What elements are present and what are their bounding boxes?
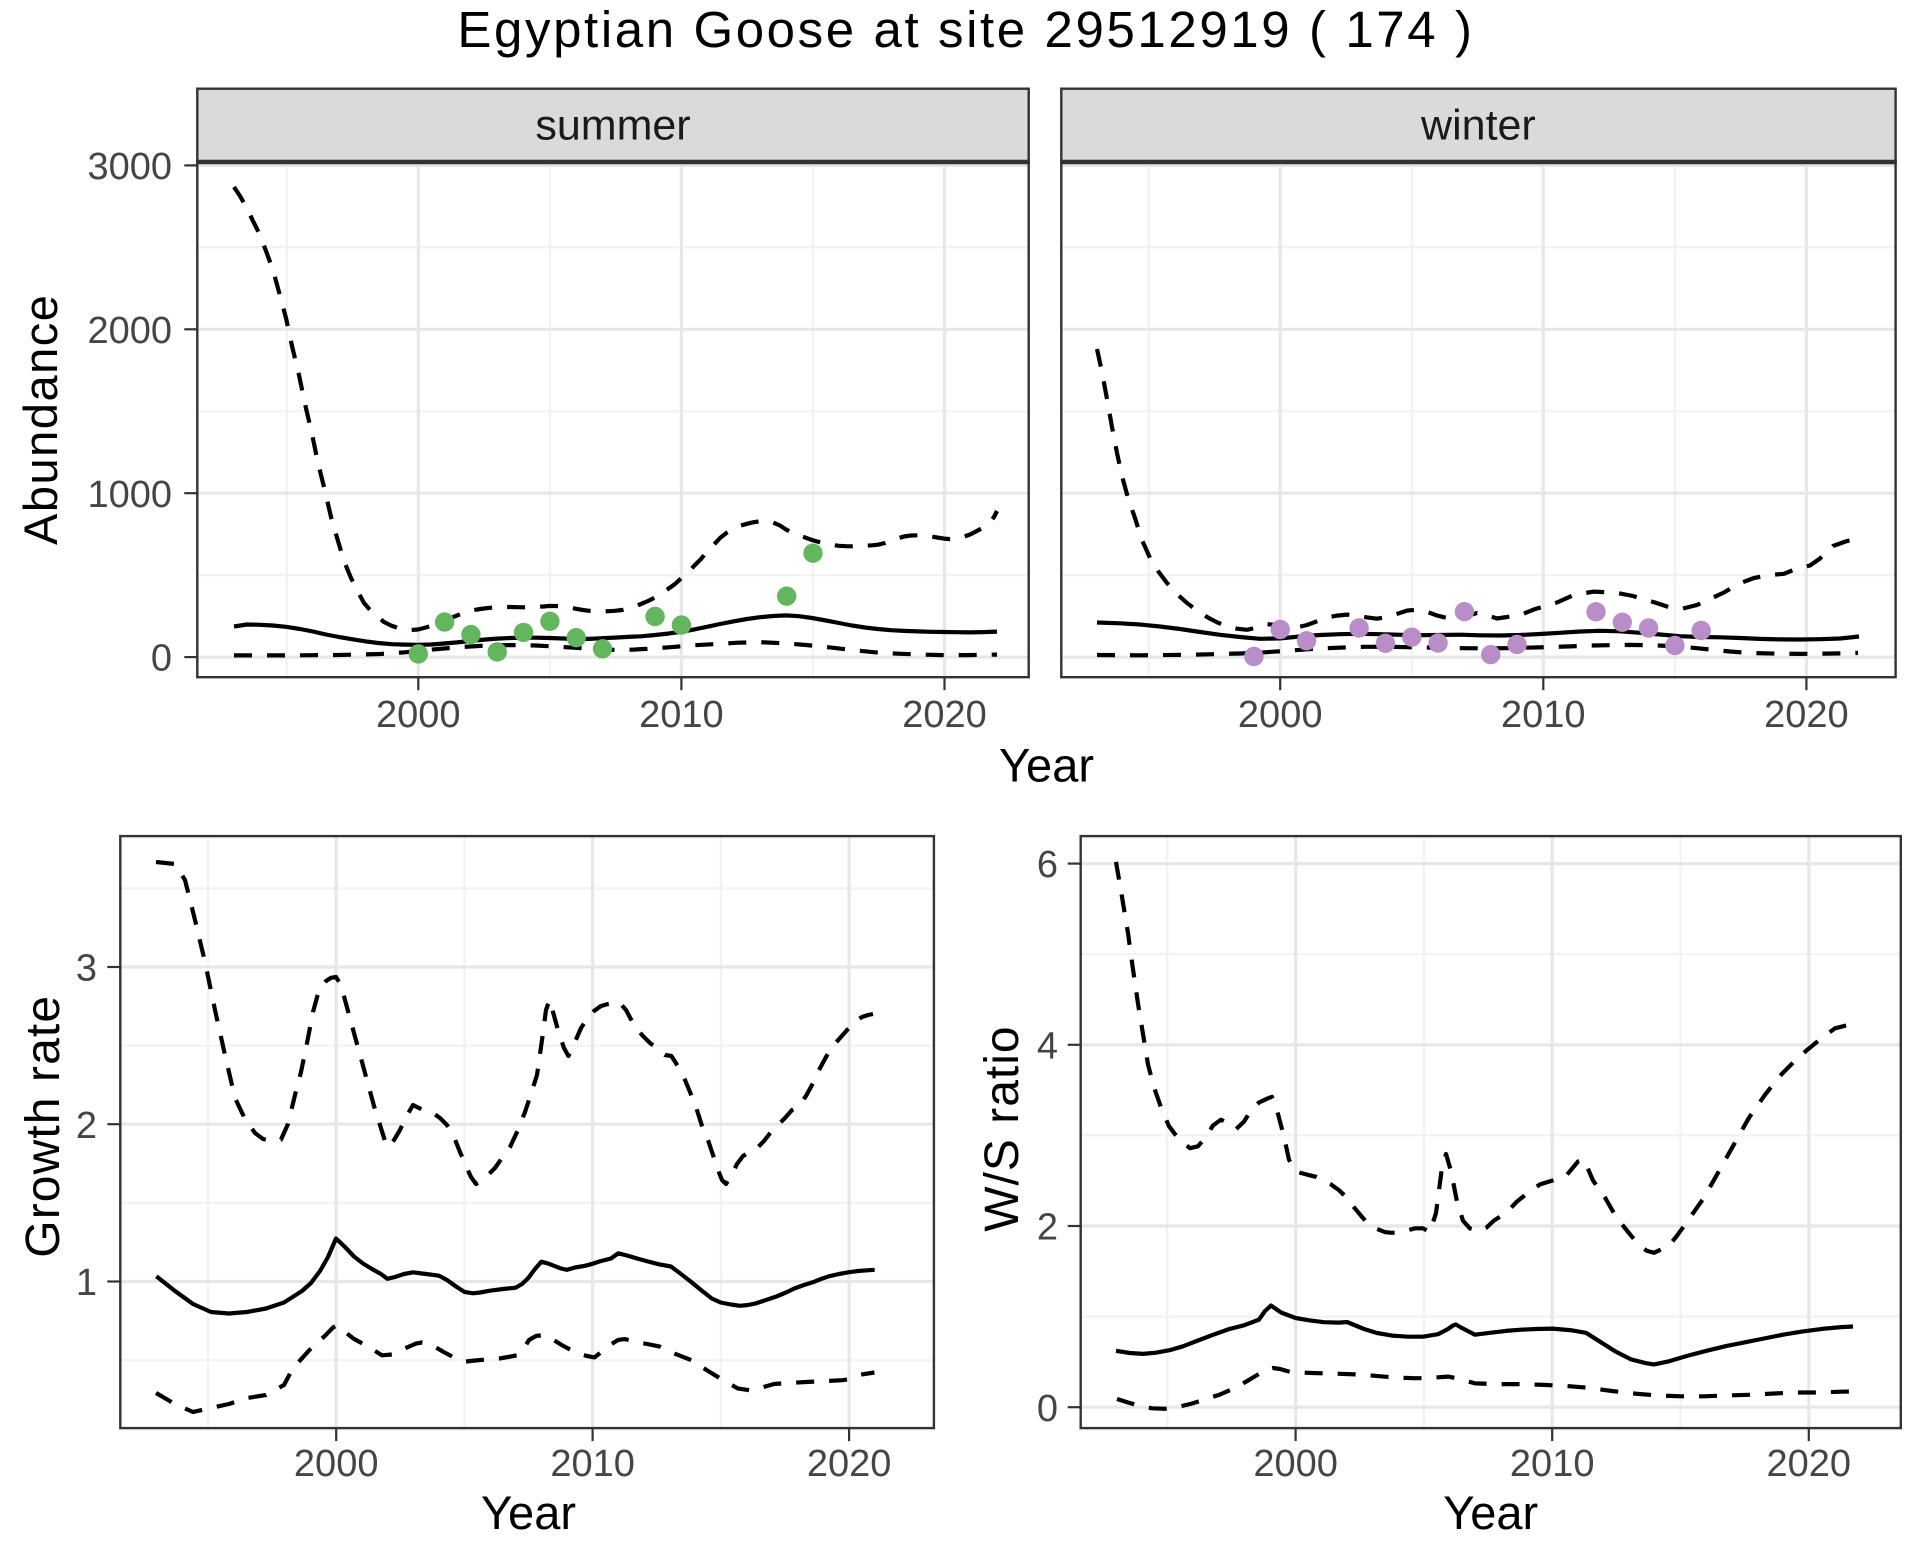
svg-text:2: 2: [1037, 1207, 1058, 1249]
svg-text:summer: summer: [535, 102, 690, 150]
svg-text:Growth rate: Growth rate: [17, 995, 70, 1258]
svg-text:2020: 2020: [1767, 1443, 1852, 1485]
svg-text:2010: 2010: [639, 694, 724, 736]
svg-text:W/S ratio: W/S ratio: [976, 1025, 1029, 1231]
svg-text:0: 0: [151, 638, 172, 680]
svg-text:Year: Year: [1443, 1486, 1538, 1539]
svg-text:6: 6: [1037, 844, 1058, 886]
svg-text:Year: Year: [481, 1486, 576, 1539]
svg-text:2000: 2000: [294, 1443, 379, 1485]
svg-text:2020: 2020: [807, 1443, 892, 1485]
svg-text:winter: winter: [1420, 102, 1536, 150]
svg-text:2000: 2000: [87, 310, 172, 352]
svg-text:4: 4: [1037, 1025, 1058, 1067]
svg-text:2020: 2020: [1764, 694, 1849, 736]
svg-text:3000: 3000: [87, 146, 172, 188]
svg-text:2010: 2010: [550, 1443, 635, 1485]
svg-text:2010: 2010: [1510, 1443, 1595, 1485]
svg-text:1000: 1000: [87, 474, 172, 516]
svg-text:Year: Year: [999, 739, 1094, 792]
svg-text:3: 3: [76, 948, 97, 990]
svg-text:2: 2: [76, 1105, 97, 1147]
svg-text:2000: 2000: [1253, 1443, 1338, 1485]
svg-text:2020: 2020: [902, 694, 987, 736]
svg-text:1: 1: [76, 1262, 97, 1304]
svg-text:Abundance: Abundance: [14, 294, 67, 545]
svg-text:2000: 2000: [1238, 694, 1323, 736]
svg-text:0: 0: [1037, 1388, 1058, 1430]
svg-text:2000: 2000: [376, 694, 461, 736]
svg-text:Egyptian Goose at site 2951291: Egyptian Goose at site 29512919 ( 174 ): [457, 1, 1474, 58]
svg-text:2010: 2010: [1501, 694, 1586, 736]
